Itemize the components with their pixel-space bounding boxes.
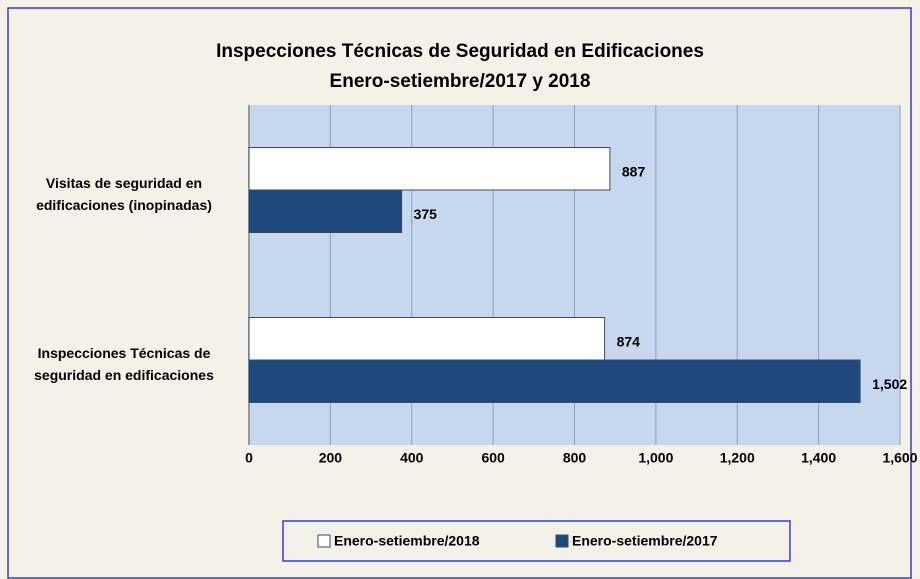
x-tick-label: 800 (563, 450, 587, 466)
x-tick-label: 600 (481, 450, 505, 466)
x-tick-label: 400 (400, 450, 424, 466)
data-label: 874 (617, 333, 641, 349)
data-label: 887 (622, 163, 646, 179)
legend-box (282, 520, 791, 562)
x-tick-label: 1,000 (638, 450, 673, 466)
bar (248, 359, 861, 403)
bar (248, 317, 606, 361)
data-label: 375 (414, 206, 438, 222)
x-tick-label: 1,400 (801, 450, 836, 466)
chart-subtitle: Enero-setiembre/2017 y 2018 (330, 71, 591, 92)
chart-title: Inspecciones Técnicas de Seguridad en Ed… (216, 41, 704, 62)
y-tick-label: Visitas de seguridad en edificaciones (i… (36, 175, 212, 213)
chart-border (7, 7, 912, 579)
legend-swatch (555, 534, 569, 548)
x-tick-label: 0 (245, 450, 253, 466)
x-tick-label: 1,200 (720, 450, 755, 466)
data-label: 1,502 (872, 376, 907, 392)
y-tick-label: Inspecciones Técnicas de seguridad en ed… (34, 345, 214, 383)
bar (248, 147, 611, 191)
legend-label: Enero-setiembre/2017 (572, 533, 718, 549)
x-tick-label: 1,600 (882, 450, 917, 466)
bar (248, 189, 403, 233)
legend-swatch (317, 534, 331, 548)
legend-label: Enero-setiembre/2018 (334, 533, 480, 549)
x-tick-label: 200 (319, 450, 343, 466)
